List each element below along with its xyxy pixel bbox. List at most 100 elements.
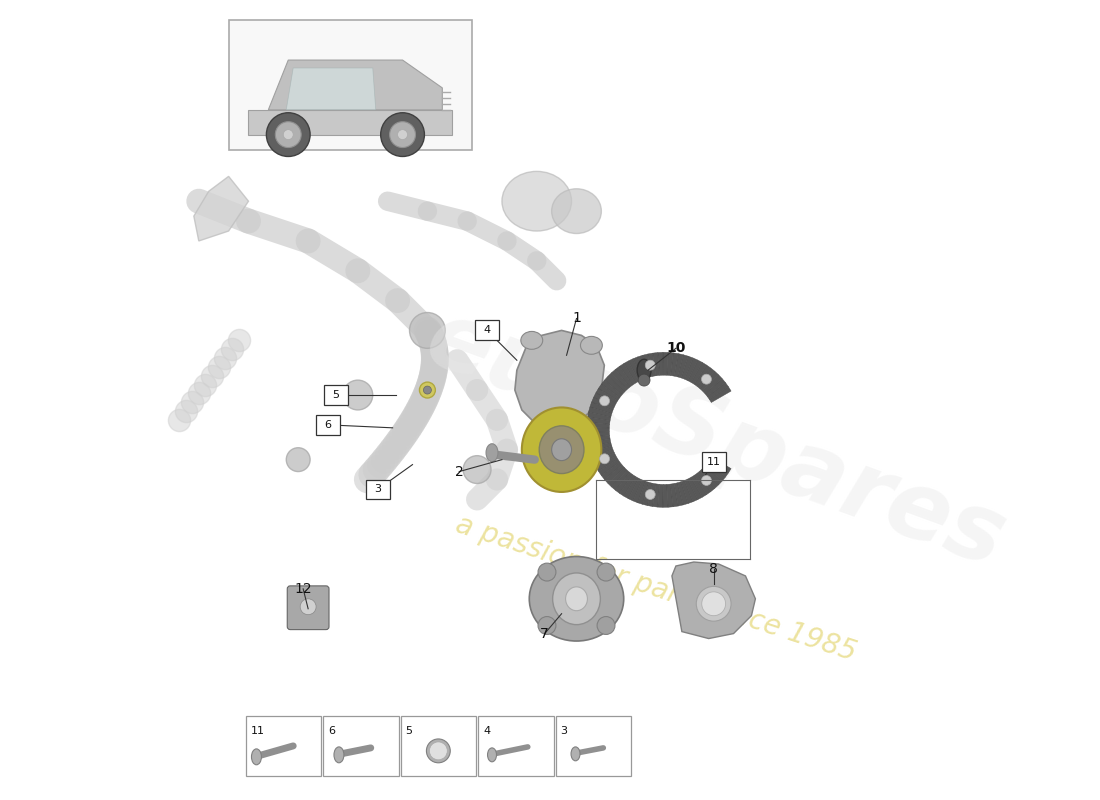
Polygon shape <box>703 466 722 485</box>
Polygon shape <box>515 330 604 430</box>
Polygon shape <box>586 427 609 432</box>
Text: 5: 5 <box>332 390 340 400</box>
Polygon shape <box>605 376 625 394</box>
Ellipse shape <box>502 171 572 231</box>
Polygon shape <box>587 439 610 448</box>
Polygon shape <box>674 354 683 377</box>
Circle shape <box>702 374 712 384</box>
Polygon shape <box>694 365 711 386</box>
Polygon shape <box>605 465 625 483</box>
Circle shape <box>266 113 310 157</box>
Polygon shape <box>612 370 630 390</box>
Text: 6: 6 <box>328 726 336 736</box>
Polygon shape <box>249 110 452 134</box>
Polygon shape <box>616 366 632 387</box>
Polygon shape <box>642 482 652 506</box>
Polygon shape <box>658 352 663 375</box>
Text: 7: 7 <box>540 626 549 641</box>
Circle shape <box>702 592 726 616</box>
Polygon shape <box>268 60 442 110</box>
Polygon shape <box>671 353 679 376</box>
Text: 2: 2 <box>454 465 463 478</box>
Circle shape <box>600 396 609 406</box>
Polygon shape <box>648 483 656 506</box>
Text: 3: 3 <box>374 485 382 494</box>
Polygon shape <box>688 360 702 382</box>
FancyBboxPatch shape <box>556 716 631 776</box>
FancyBboxPatch shape <box>702 452 726 471</box>
Polygon shape <box>608 373 627 392</box>
Polygon shape <box>678 354 689 378</box>
Ellipse shape <box>521 407 602 492</box>
Polygon shape <box>700 371 718 391</box>
Polygon shape <box>194 176 249 241</box>
FancyBboxPatch shape <box>475 321 499 340</box>
Ellipse shape <box>529 557 624 641</box>
Ellipse shape <box>552 189 602 234</box>
Polygon shape <box>586 435 611 442</box>
Polygon shape <box>705 463 725 481</box>
Polygon shape <box>663 352 668 375</box>
Circle shape <box>343 380 373 410</box>
Circle shape <box>381 113 425 157</box>
FancyBboxPatch shape <box>229 20 472 150</box>
Polygon shape <box>691 362 706 384</box>
FancyBboxPatch shape <box>366 479 389 499</box>
Polygon shape <box>632 480 646 502</box>
Polygon shape <box>586 417 611 424</box>
Ellipse shape <box>486 444 498 462</box>
Circle shape <box>419 382 436 398</box>
Polygon shape <box>619 474 636 496</box>
Polygon shape <box>529 418 582 470</box>
Ellipse shape <box>539 426 584 474</box>
Circle shape <box>286 448 310 471</box>
Ellipse shape <box>637 359 651 381</box>
Circle shape <box>463 456 491 483</box>
Polygon shape <box>612 470 630 490</box>
Circle shape <box>284 130 294 139</box>
Ellipse shape <box>571 747 580 761</box>
Polygon shape <box>608 467 627 487</box>
Polygon shape <box>663 485 668 507</box>
Polygon shape <box>678 482 689 505</box>
Polygon shape <box>628 478 642 501</box>
Polygon shape <box>602 462 621 479</box>
Polygon shape <box>598 384 619 401</box>
Circle shape <box>600 454 609 464</box>
Text: 11: 11 <box>251 726 264 736</box>
Polygon shape <box>638 482 649 504</box>
Polygon shape <box>592 398 614 410</box>
Polygon shape <box>658 484 663 507</box>
Polygon shape <box>596 389 618 404</box>
Polygon shape <box>588 407 612 418</box>
Polygon shape <box>688 478 702 500</box>
Polygon shape <box>624 477 639 498</box>
Text: 12: 12 <box>295 582 312 596</box>
Ellipse shape <box>427 739 450 762</box>
Polygon shape <box>652 484 660 507</box>
Polygon shape <box>628 358 642 382</box>
Polygon shape <box>667 352 673 375</box>
Ellipse shape <box>552 438 572 461</box>
Polygon shape <box>700 469 718 488</box>
Polygon shape <box>632 357 646 380</box>
Polygon shape <box>602 380 621 398</box>
Text: 4: 4 <box>484 326 491 335</box>
Polygon shape <box>596 456 618 471</box>
Text: 4: 4 <box>483 726 491 736</box>
FancyBboxPatch shape <box>287 586 329 630</box>
Polygon shape <box>674 482 683 506</box>
Circle shape <box>429 742 448 760</box>
Polygon shape <box>642 354 652 378</box>
Polygon shape <box>707 382 728 399</box>
Circle shape <box>300 598 316 614</box>
FancyBboxPatch shape <box>316 415 340 434</box>
Polygon shape <box>697 368 715 389</box>
Polygon shape <box>681 481 693 503</box>
Text: 3: 3 <box>561 726 568 736</box>
Polygon shape <box>619 363 636 385</box>
Polygon shape <box>594 393 616 407</box>
Ellipse shape <box>565 587 587 610</box>
Ellipse shape <box>520 331 542 350</box>
Polygon shape <box>616 473 632 494</box>
